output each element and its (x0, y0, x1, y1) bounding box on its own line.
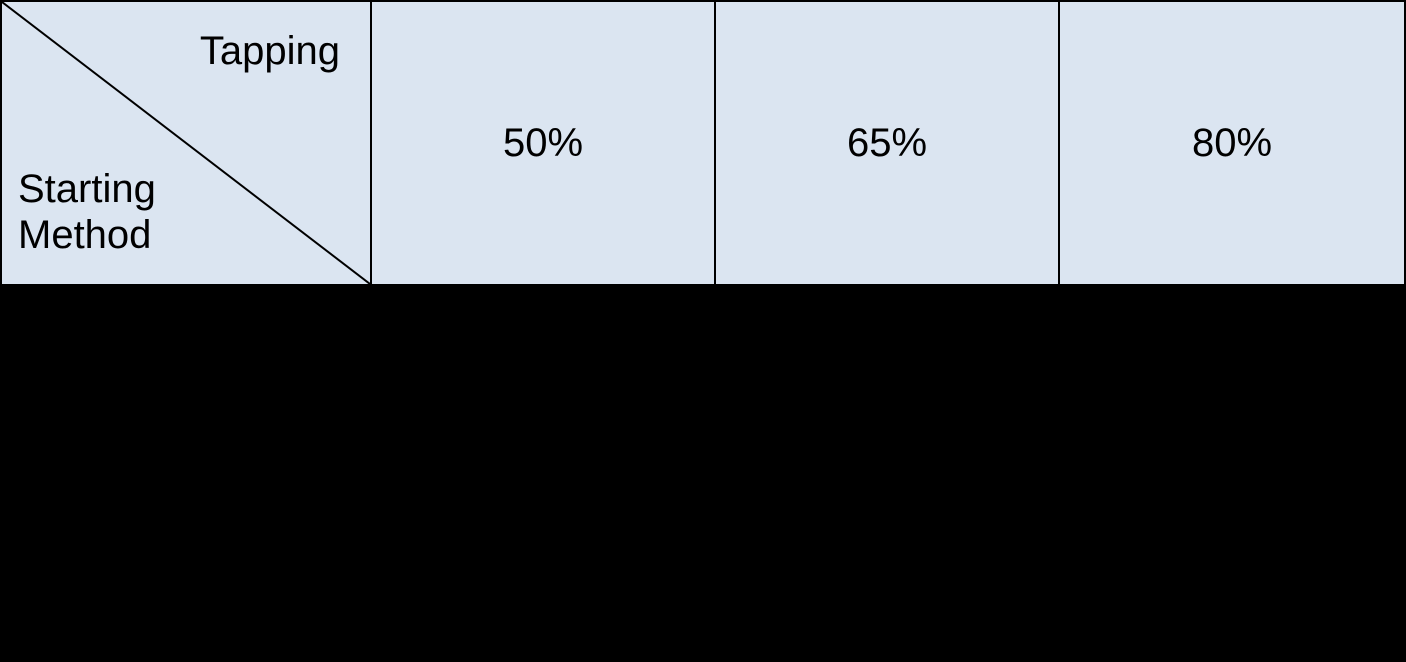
column-header-1: 50% (372, 2, 716, 286)
tapping-vs-starting-method-table: Tapping Starting Method 50% 65% 80% (0, 0, 1406, 662)
body-row-black (2, 286, 1404, 660)
diagonal-bottom-label-line2: Method (18, 213, 151, 257)
diagonal-bottom-label: Starting Method (18, 166, 156, 258)
diagonal-top-label: Tapping (200, 28, 340, 74)
column-header-3: 80% (1060, 2, 1404, 286)
diagonal-bottom-label-line1: Starting (18, 167, 156, 211)
diagonal-header-cell: Tapping Starting Method (2, 2, 372, 286)
column-header-2: 65% (716, 2, 1060, 286)
